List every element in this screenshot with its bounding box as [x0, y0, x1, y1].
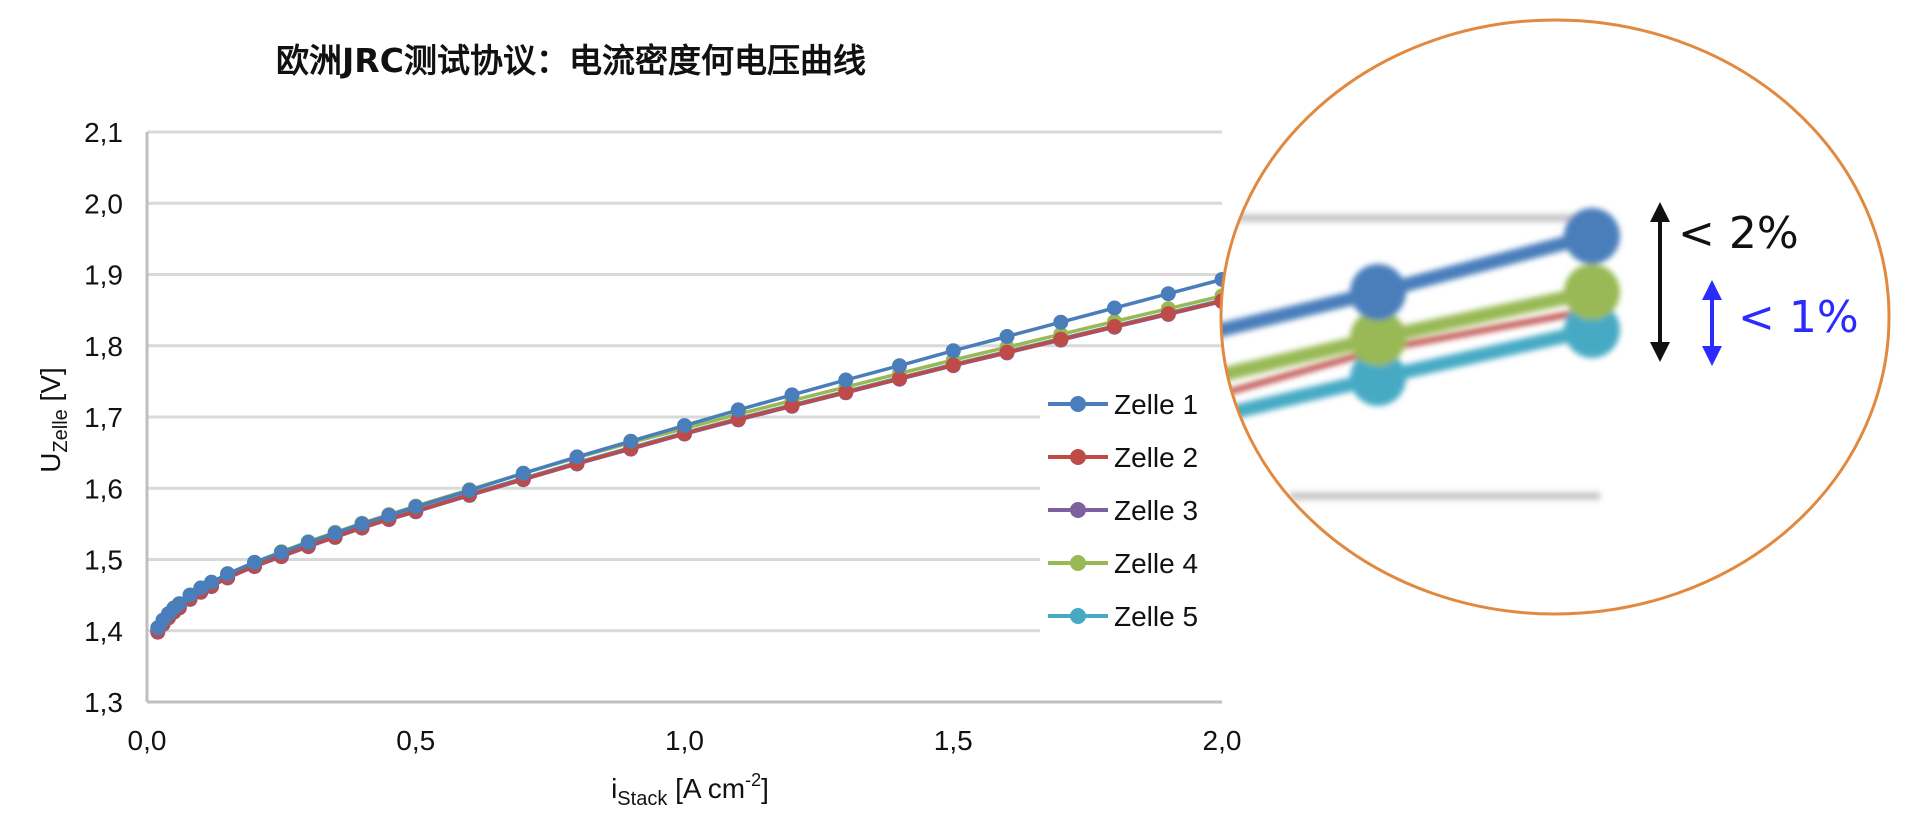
y-tick-label: 1,9: [84, 260, 123, 291]
x-tick-label: 0,5: [396, 725, 435, 756]
zoom-data-point: [1350, 310, 1406, 366]
legend-label: Zelle 3: [1114, 495, 1198, 526]
data-point: [892, 371, 907, 386]
data-point: [838, 372, 854, 388]
data-point: [999, 344, 1015, 360]
x-tick-label: 0,0: [128, 725, 167, 756]
zoom-series: [1221, 208, 1620, 427]
data-point: [730, 402, 746, 418]
zoom-data-point: [1564, 264, 1620, 320]
x-axis-title-close: ]: [761, 773, 769, 804]
legend: Zelle 1 Zelle 2 Zelle 3 Zelle 4 Zelle 5: [1040, 383, 1222, 643]
data-point: [462, 482, 477, 498]
zoom-border: [1219, 18, 1891, 616]
legend-label: Zelle 4: [1114, 548, 1198, 579]
data-point: [204, 574, 219, 590]
legend-swatch-marker: [1070, 396, 1086, 412]
gridlines: [147, 130, 1222, 633]
y-tick-label: 1,3: [84, 687, 123, 718]
x-tick-labels: 0,0 0,5 1,0 1,5 2,0: [128, 725, 1242, 756]
y-tick-label: 2,1: [84, 117, 123, 148]
zoom-data-point: [1350, 264, 1406, 320]
data-point: [892, 358, 907, 374]
data-point: [220, 566, 236, 582]
data-point: [838, 384, 854, 400]
x-axis-title-sub: Stack: [617, 788, 668, 810]
zoom-series-zelle-4: [1221, 264, 1620, 387]
legend-label: Zelle 1: [1114, 389, 1198, 420]
legend-item: Zelle 3: [1048, 495, 1198, 526]
data-point: [784, 387, 800, 403]
data-point: [945, 357, 961, 373]
data-point: [784, 398, 800, 414]
data-point: [327, 525, 343, 541]
zoom-inset: < 2% < 1%: [1219, 18, 1891, 616]
y-tick-label: 1,7: [84, 402, 123, 433]
y-axis-title: UZelle [V]: [35, 367, 72, 473]
data-point: [569, 449, 585, 465]
legend-item: Zelle 1: [1048, 389, 1198, 420]
legend-item: Zelle 4: [1048, 548, 1198, 579]
y-axis-title-main: U: [35, 453, 66, 473]
data-point: [1053, 331, 1069, 347]
data-point: [515, 465, 531, 481]
zoom-data-point: [1350, 350, 1406, 406]
data-point: [1107, 319, 1122, 334]
y-tick-label: 1,4: [84, 616, 123, 647]
x-tick-label: 1,0: [665, 725, 704, 756]
axes: [145, 132, 1222, 704]
legend-swatch-marker: [1070, 555, 1086, 571]
data-point: [1160, 306, 1176, 322]
legend-swatch-marker: [1070, 608, 1086, 624]
legend-label: Zelle 5: [1114, 601, 1198, 632]
data-point: [171, 596, 187, 612]
x-tick-label: 1,5: [934, 725, 973, 756]
x-axis-title-sup: -2: [745, 770, 761, 790]
series-1: [150, 272, 1230, 636]
y-tick-label: 1,5: [84, 545, 123, 576]
y-tick-label: 2,0: [84, 188, 123, 219]
legend-item: Zelle 5: [1048, 601, 1198, 632]
data-point: [1107, 300, 1122, 316]
x-axis-title: iStack [A cm-2]: [611, 770, 769, 810]
data-point: [273, 544, 289, 560]
annotation-label-2pct: < 2%: [1678, 208, 1799, 259]
zoom-content: [1221, 208, 1620, 500]
data-point: [1160, 286, 1176, 302]
plot-area: 1,3 1,4 1,5 1,6 1,7 1,8 1,9 2,0 2,1 0,0 0,5 1,0 1,5…: [84, 117, 1241, 756]
legend-background: [1040, 383, 1222, 643]
data-point: [999, 329, 1015, 344]
data-point: [354, 516, 370, 532]
y-axis-title-unit: [V]: [35, 367, 66, 409]
data-point: [182, 587, 198, 603]
legend-label: Zelle 2: [1114, 442, 1198, 473]
data-point: [1053, 314, 1069, 330]
data-point: [300, 534, 316, 550]
y-tick-label: 1,8: [84, 331, 123, 362]
data-point: [381, 507, 397, 523]
data-point: [677, 418, 692, 434]
data-point: [945, 343, 961, 359]
series-lines: [150, 272, 1230, 640]
x-tick-label: 2,0: [1203, 725, 1242, 756]
data-point: [247, 554, 262, 570]
data-point: [623, 433, 639, 449]
zoom-series-zelle-1: [1221, 208, 1620, 342]
chart-title: 欧洲JRC测试协议：电流密度何电压曲线: [276, 41, 866, 80]
x-axis-title-main: i: [611, 773, 617, 804]
annotation-label-1pct: < 1%: [1738, 292, 1859, 343]
zoom-data-point: [1564, 208, 1620, 264]
y-tick-label: 1,6: [84, 473, 123, 504]
y-tick-labels: 1,3 1,4 1,5 1,6 1,7 1,8 1,9 2,0 2,1: [84, 117, 123, 718]
legend-swatch-marker: [1070, 502, 1086, 518]
y-axis-title-sub: Zelle: [50, 409, 72, 452]
data-point: [408, 499, 424, 515]
x-axis-title-unit: [A cm: [667, 773, 745, 804]
legend-item: Zelle 2: [1048, 442, 1198, 473]
legend-swatch-marker: [1070, 449, 1086, 465]
